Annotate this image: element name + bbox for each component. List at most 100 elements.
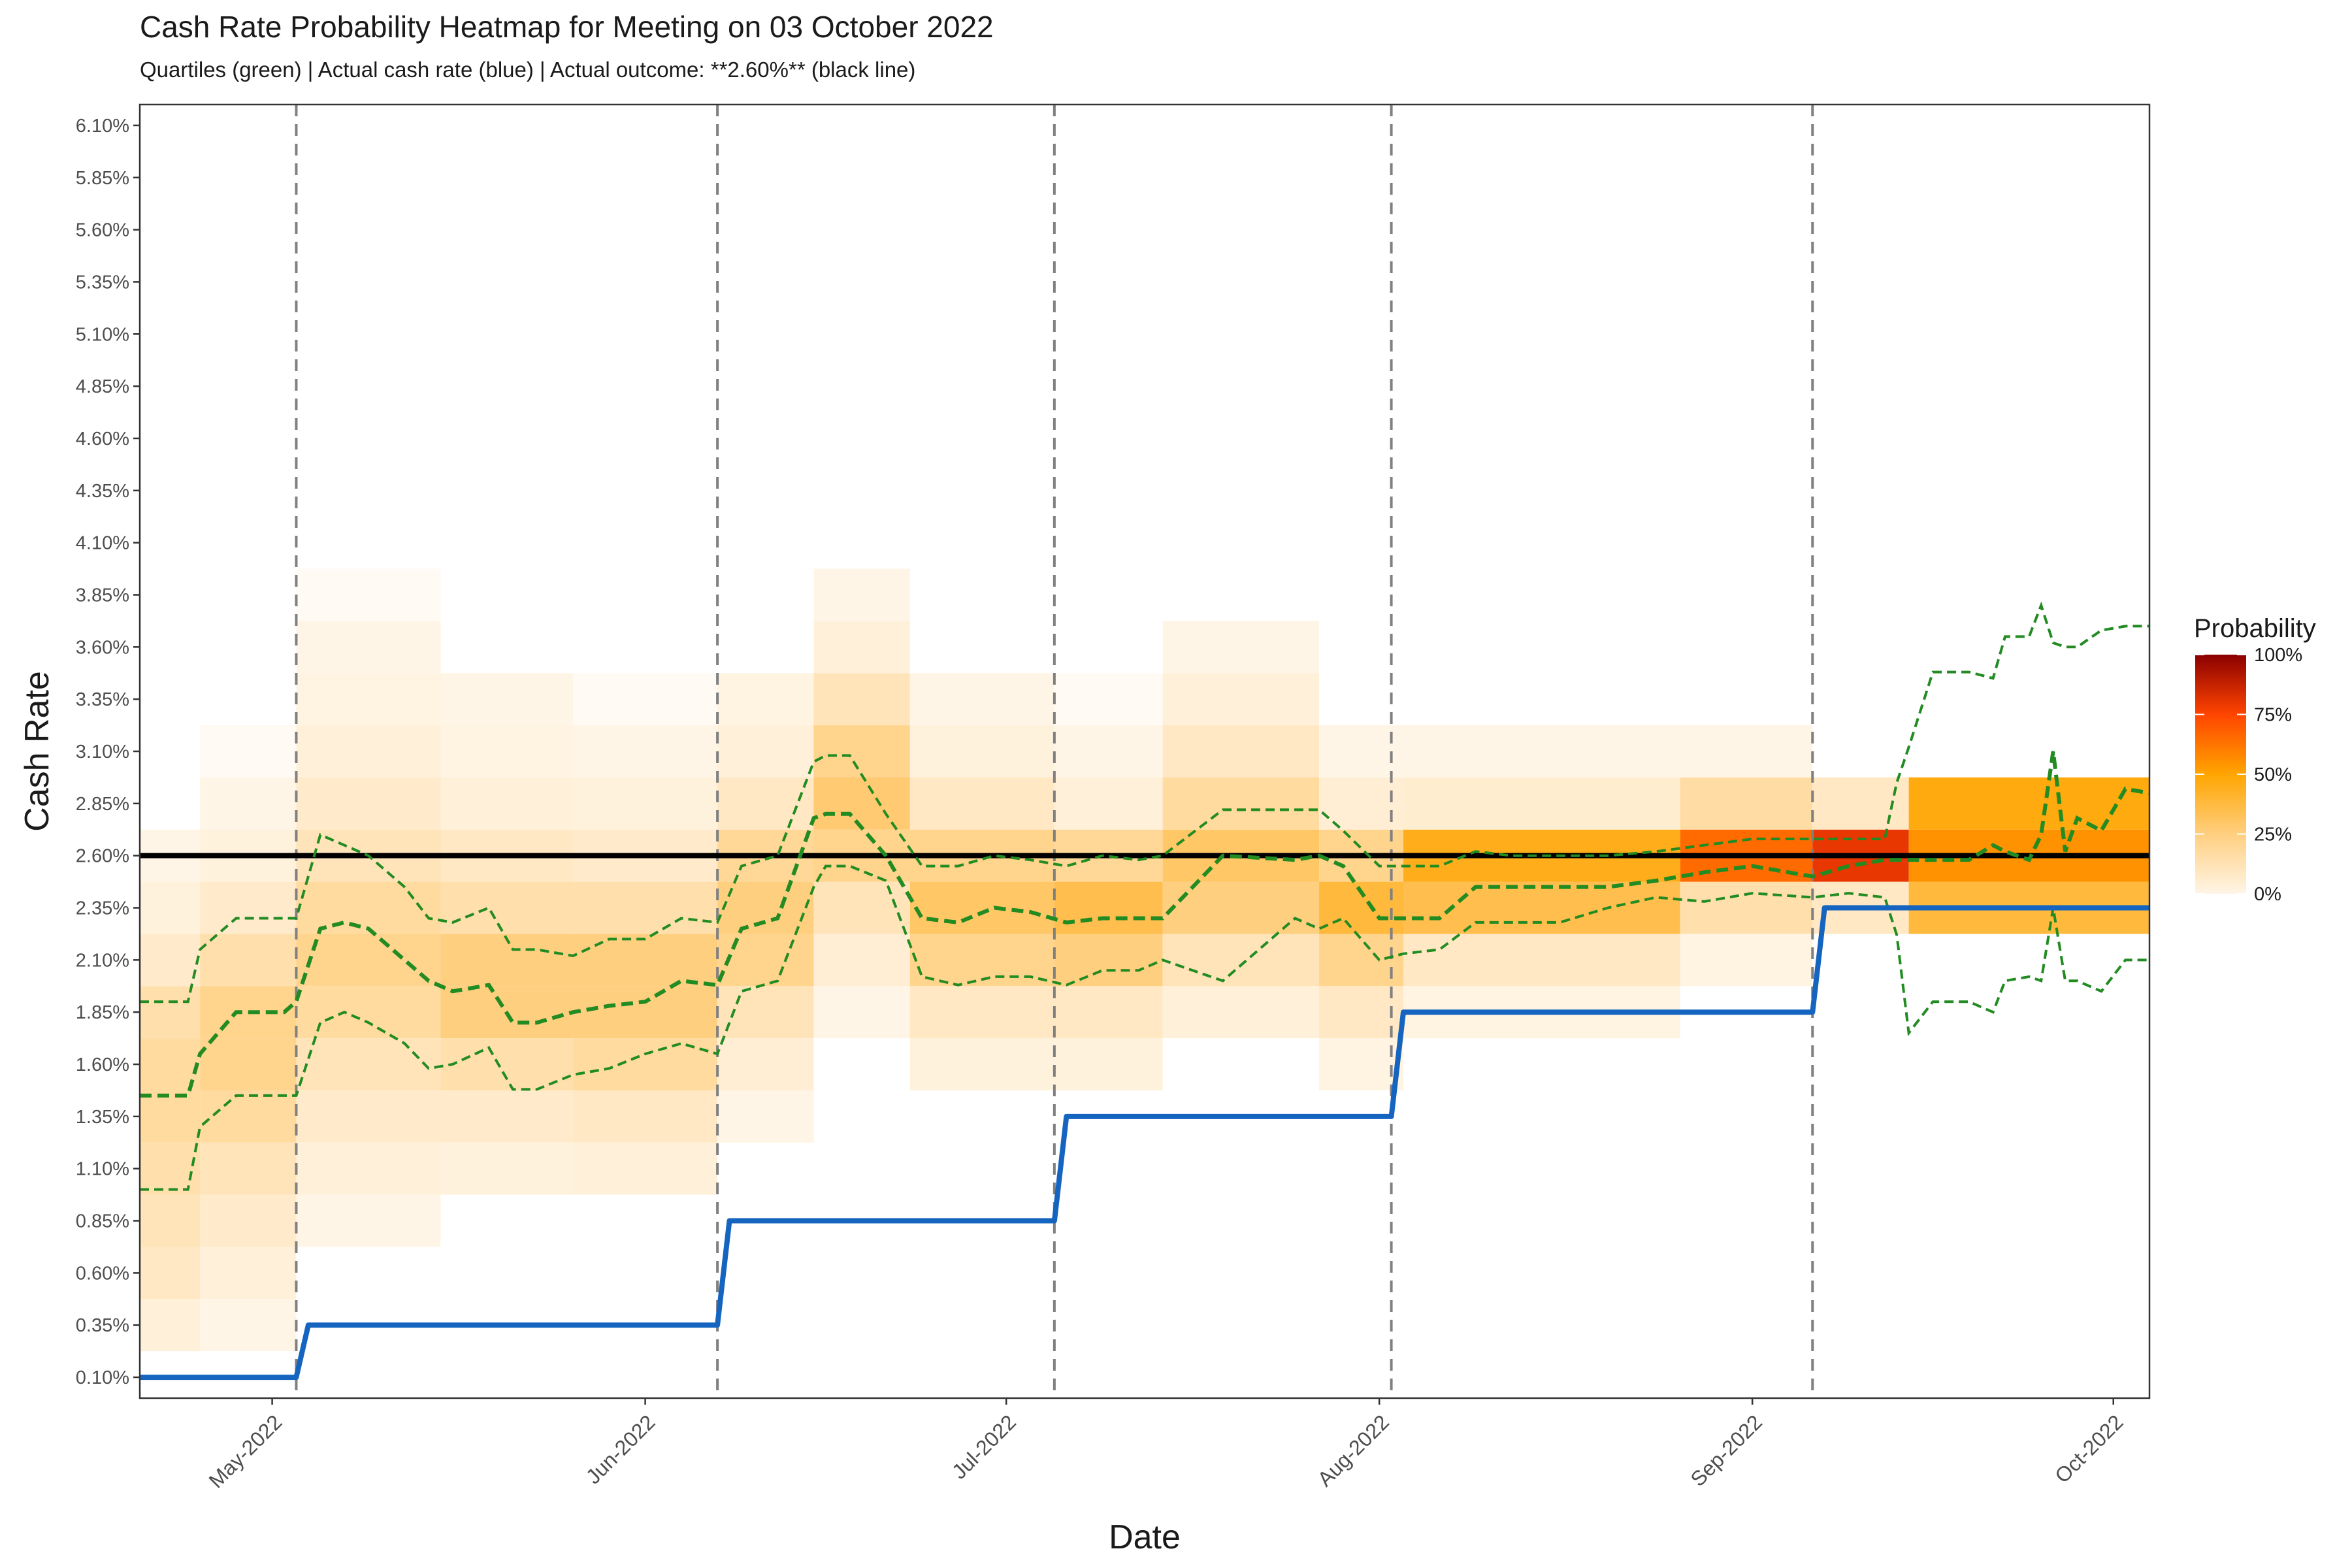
heat-cell	[296, 725, 441, 777]
heat-cell	[1319, 777, 1404, 830]
heat-cell	[440, 777, 574, 830]
heat-cell	[1680, 777, 1813, 830]
legend-label: 25%	[2254, 825, 2292, 845]
y-axis: 0.10% 0.35% 0.60% 0.85% 1.10% 1.35% 1.60% 1.85%…	[76, 116, 140, 1388]
y-tick-label: 3.10%	[76, 742, 129, 762]
heat-cell	[573, 777, 718, 830]
heat-cell	[717, 1090, 814, 1143]
heat-cell	[296, 1038, 441, 1090]
y-tick-label: 3.85%	[76, 585, 129, 606]
heat-cell	[140, 1247, 201, 1299]
heat-cell	[200, 777, 297, 830]
heat-cell	[1403, 934, 1680, 987]
heat-cell	[1162, 777, 1320, 830]
heat-cell	[140, 986, 201, 1039]
legend-label: 100%	[2254, 645, 2302, 666]
heat-cell	[200, 1194, 297, 1247]
y-tick-label: 4.85%	[76, 376, 129, 397]
heat-cell	[573, 934, 718, 987]
heat-cell	[440, 934, 574, 987]
x-axis: May-2022 Jun-2022 Jul-2022 Aug-2022 Sep-2022…	[204, 1398, 2128, 1493]
heat-cell	[909, 986, 1054, 1039]
y-tick-label: 0.35%	[76, 1315, 129, 1336]
heat-cell	[440, 673, 574, 726]
heat-cell	[296, 673, 441, 726]
heat-cell	[440, 881, 574, 934]
heat-cell	[1054, 673, 1163, 726]
x-tick-label: Jul-2022	[947, 1410, 1021, 1483]
heat-cell	[296, 1194, 441, 1247]
y-tick-label: 0.10%	[76, 1367, 129, 1388]
legend-title: Probability	[2194, 614, 2316, 643]
heat-cell	[200, 881, 297, 934]
heat-cell	[813, 934, 910, 987]
heat-cell	[717, 1038, 814, 1090]
heat-cell	[717, 986, 814, 1039]
heat-cell	[440, 725, 574, 777]
heat-cell	[1054, 934, 1163, 987]
y-tick-label: 2.35%	[76, 898, 129, 919]
heat-cell	[1054, 725, 1163, 777]
heat-cell	[573, 1090, 718, 1143]
heat-cell	[1054, 881, 1163, 934]
heat-cell	[909, 1038, 1054, 1090]
x-tick-label: Oct-2022	[2050, 1410, 2128, 1488]
actual-cash-rate-line	[140, 905, 2149, 1380]
y-tick-label: 5.60%	[76, 220, 129, 241]
heat-cell	[1319, 934, 1404, 987]
heat-cell	[296, 934, 441, 987]
chart-subtitle: Quartiles (green) | Actual cash rate (bl…	[140, 57, 916, 82]
legend: Probability 100% 75% 50% 25% 0%	[2194, 614, 2316, 905]
heat-cell	[140, 881, 201, 934]
heat-cell	[813, 568, 910, 621]
legend-label: 75%	[2254, 705, 2292, 726]
series-lines	[140, 601, 2150, 1380]
heat-cell	[296, 1142, 441, 1195]
y-tick-label: 0.60%	[76, 1263, 129, 1284]
heat-cell	[200, 1090, 297, 1143]
heat-cell	[573, 881, 718, 934]
legend-label: 50%	[2254, 764, 2292, 785]
y-tick-label: 5.10%	[76, 324, 129, 345]
heat-cell	[813, 673, 910, 726]
heat-cell	[140, 1090, 201, 1143]
quartile-q3-line	[140, 601, 2149, 1004]
heat-cell	[296, 568, 441, 621]
heat-cell	[813, 621, 910, 674]
heat-cell	[813, 881, 910, 934]
heat-cell	[1319, 986, 1404, 1039]
heat-cell	[1403, 777, 1680, 830]
heat-cell	[1054, 986, 1163, 1039]
heat-cell	[813, 986, 910, 1039]
heat-cell	[1403, 725, 1680, 777]
heat-cell	[717, 881, 814, 934]
y-tick-label: 2.10%	[76, 950, 129, 971]
heat-cell	[440, 1142, 574, 1195]
heat-cell	[200, 1142, 297, 1195]
y-tick-label: 2.60%	[76, 846, 129, 867]
y-tick-label: 0.85%	[76, 1211, 129, 1232]
heat-cell	[200, 725, 297, 777]
heat-cell	[140, 934, 201, 987]
heat-cell	[717, 934, 814, 987]
x-tick-label: Sep-2022	[1686, 1410, 1767, 1491]
heat-cell	[1162, 673, 1320, 726]
y-tick-label: 2.85%	[76, 794, 129, 815]
x-axis-title: Date	[1109, 1518, 1181, 1556]
legend-labels: 100% 75% 50% 25% 0%	[2195, 645, 2302, 905]
heat-cell	[573, 1142, 718, 1195]
heat-cell	[1162, 725, 1320, 777]
heat-cell	[296, 881, 441, 934]
heat-cell	[1054, 1038, 1163, 1090]
heat-cell	[200, 1247, 297, 1299]
heat-cell	[140, 1299, 201, 1352]
heat-cell	[200, 1038, 297, 1090]
meeting-lines	[295, 105, 1814, 1398]
y-tick-label: 1.35%	[76, 1107, 129, 1128]
heat-cell	[1054, 777, 1163, 830]
heat-cell	[1319, 1038, 1404, 1090]
heat-cell	[909, 777, 1054, 830]
heat-cell	[140, 1142, 201, 1195]
y-tick-label: 3.35%	[76, 689, 129, 710]
